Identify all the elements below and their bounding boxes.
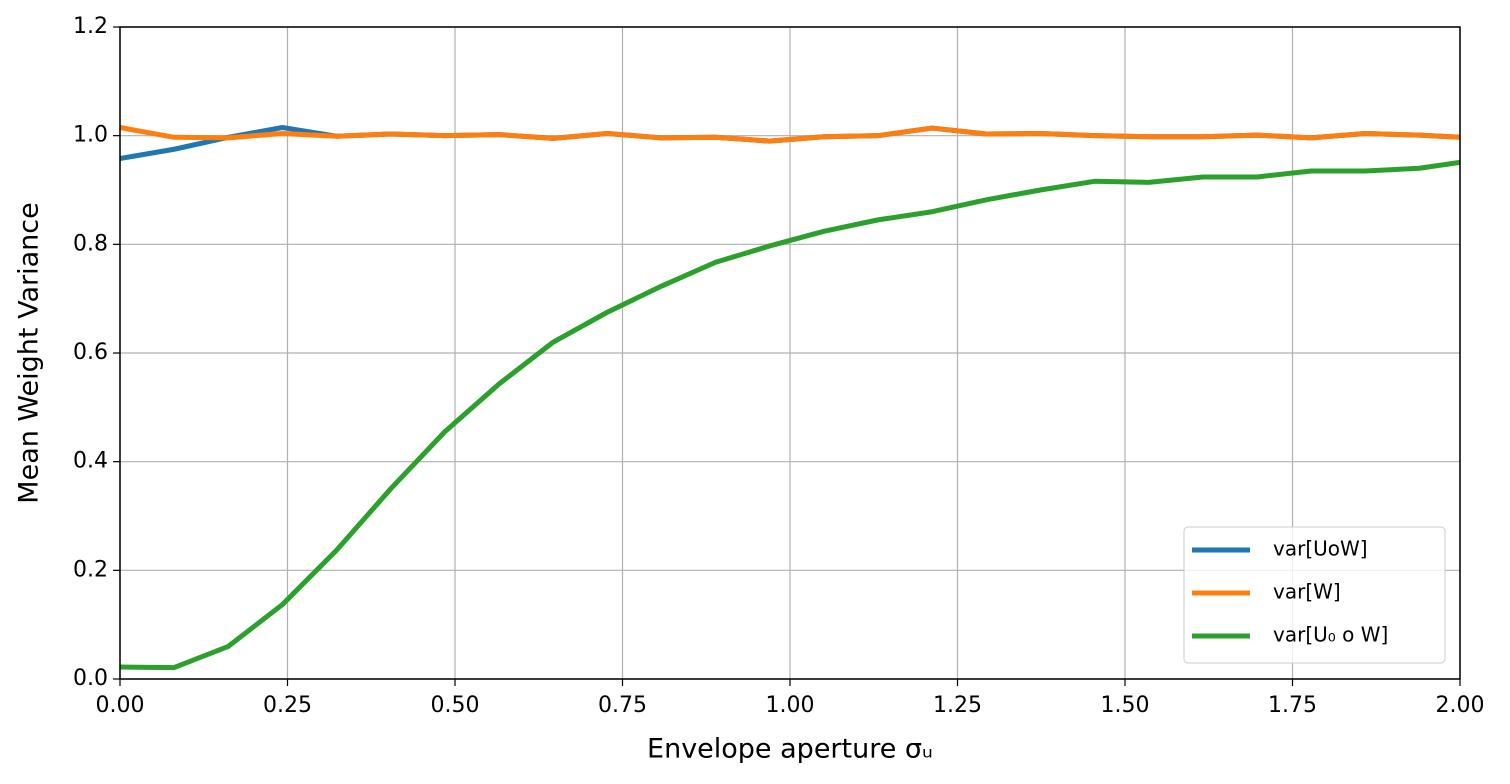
y-tick-label: 0.2 xyxy=(73,557,108,582)
legend-label: var[U₀ o W] xyxy=(1273,623,1388,647)
y-tick-label: 0.8 xyxy=(73,231,108,256)
y-tick-label: 1.2 xyxy=(73,14,108,39)
x-tick-label: 0.25 xyxy=(263,693,312,718)
x-tick-label: 2.00 xyxy=(1436,693,1485,718)
legend-label: var[UoW] xyxy=(1273,537,1368,561)
x-axis-label: Envelope aperture σᵤ xyxy=(647,734,933,765)
x-tick-label: 1.50 xyxy=(1101,693,1150,718)
plot-frame xyxy=(119,26,1461,680)
y-tick-label: 0.6 xyxy=(73,340,108,365)
line xyxy=(120,125,1460,144)
y-tick-label: 0.4 xyxy=(73,449,108,474)
x-tick-label: 0.00 xyxy=(96,693,145,718)
legend-label: var[W] xyxy=(1273,580,1341,604)
y-tick-label: 0.0 xyxy=(73,666,108,691)
x-tick-label: 0.50 xyxy=(431,693,480,718)
y-tick-label: 1.0 xyxy=(73,123,108,148)
y-axis-label: Mean Weight Variance xyxy=(14,202,45,503)
x-tick-label: 0.75 xyxy=(598,693,647,718)
x-tick-label: 1.25 xyxy=(933,693,982,718)
line xyxy=(120,159,1460,671)
legend-box xyxy=(1183,526,1446,664)
x-tick-label: 1.75 xyxy=(1268,693,1317,718)
x-tick-label: 1.00 xyxy=(766,693,815,718)
